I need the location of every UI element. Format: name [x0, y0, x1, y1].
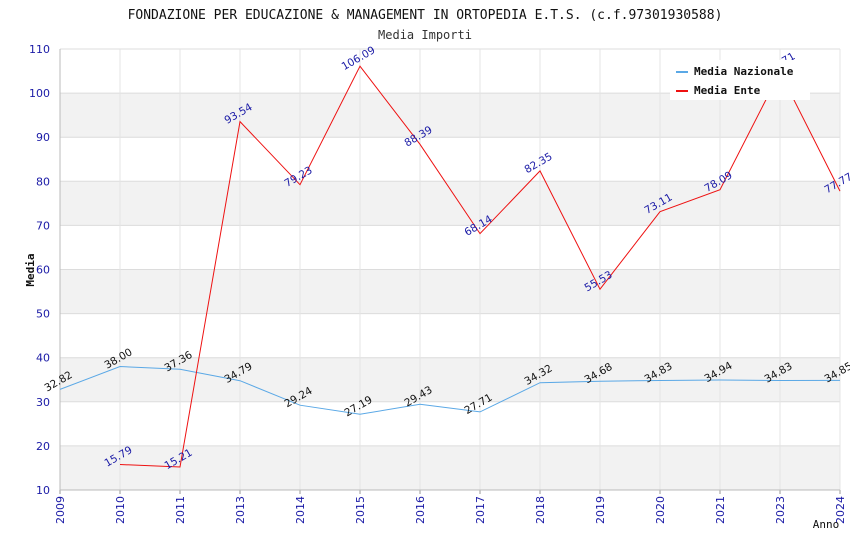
series-lines	[59, 65, 841, 468]
series-line-media-nazionale	[59, 365, 841, 415]
y-tick-label: 70	[36, 219, 50, 232]
legend: Media Nazionale Media Ente	[670, 60, 810, 100]
band	[60, 313, 840, 358]
x-tick-label: 2023	[774, 496, 787, 524]
x-tick-label: 2009	[54, 496, 67, 524]
x-tick-label: 2014	[294, 496, 307, 524]
legend-box	[670, 60, 810, 100]
x-tick-labels: 2009 2010 2011 2013 2014 2015 2016 2017 2018 2019…	[54, 496, 847, 524]
y-axis-title: Media	[24, 253, 37, 286]
y-tick-labels: 10 20 30 40 50 60 70 80 90 100 110	[29, 43, 50, 497]
x-axis-title: Anno	[813, 518, 840, 531]
y-tick-label: 110	[29, 43, 50, 56]
x-tick-label: 2013	[234, 496, 247, 524]
x-tick-label: 2024	[834, 496, 847, 524]
legend-label-ente: Media Ente	[694, 84, 761, 97]
background-bands	[60, 49, 840, 490]
axes	[59, 49, 841, 494]
y-tick-label: 60	[36, 264, 50, 277]
chart-title: FONDAZIONE PER EDUCAZIONE & MANAGEMENT I…	[128, 8, 723, 23]
x-tick-label: 2019	[594, 496, 607, 524]
y-tick-label: 100	[29, 87, 50, 100]
y-tick-label: 50	[36, 308, 50, 321]
x-tick-label: 2017	[474, 496, 487, 524]
x-tick-label: 2010	[114, 496, 127, 524]
legend-label-nazionale: Media Nazionale	[694, 65, 794, 78]
y-tick-label: 40	[36, 352, 50, 365]
band	[60, 225, 840, 270]
band	[60, 181, 840, 226]
y-tick-label: 20	[36, 440, 50, 453]
x-tick-label: 2016	[414, 496, 427, 524]
x-tick-label: 2021	[714, 496, 727, 524]
x-tick-label: 2015	[354, 496, 367, 524]
y-tick-label: 30	[36, 396, 50, 409]
y-tick-label: 90	[36, 131, 50, 144]
y-tick-label: 80	[36, 175, 50, 188]
series-line-media-ente	[119, 65, 841, 468]
x-tick-label: 2011	[174, 496, 187, 524]
x-tick-label: 2020	[654, 496, 667, 524]
band	[60, 269, 840, 314]
band	[60, 93, 840, 138]
y-tick-label: 10	[36, 484, 50, 497]
band	[60, 445, 840, 490]
chart-subtitle: Media Importi	[378, 28, 472, 42]
x-tick-label: 2018	[534, 496, 547, 524]
band	[60, 137, 840, 182]
